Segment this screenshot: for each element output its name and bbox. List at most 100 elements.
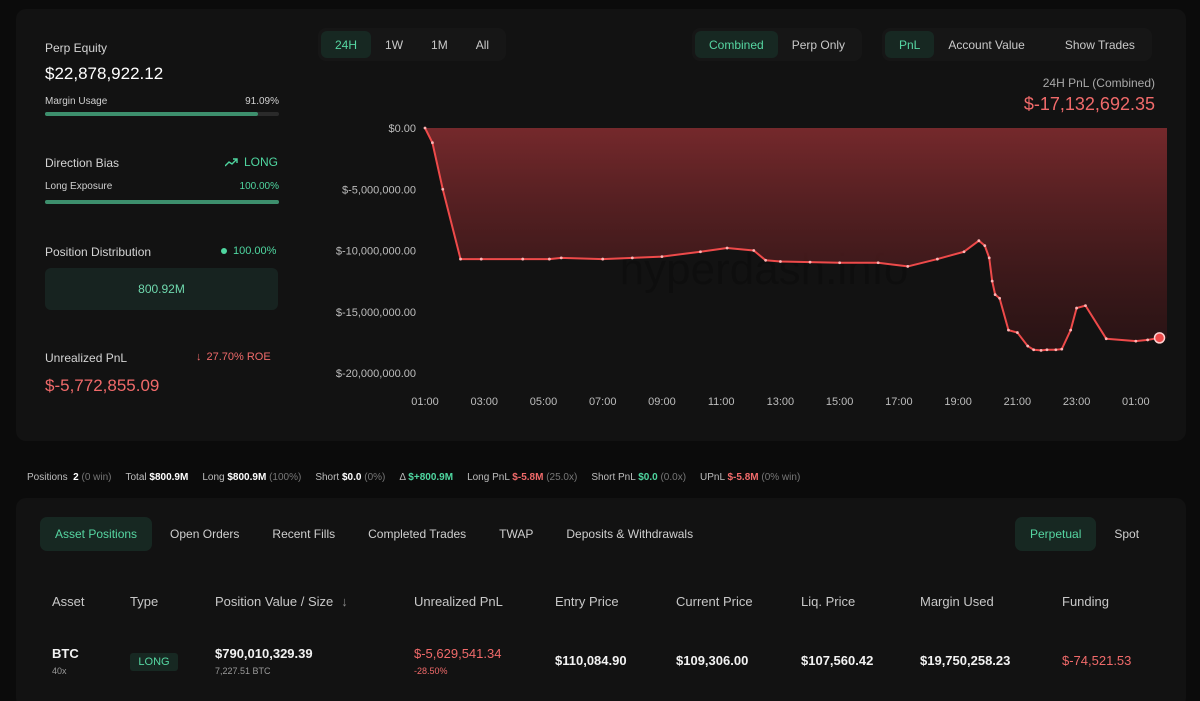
header-position-value[interactable]: Position Value / Size ↓ <box>215 594 348 609</box>
positions-tabs: Asset Positions Open Orders Recent Fills… <box>40 517 711 551</box>
position-distribution-bar[interactable]: 800.92M <box>45 268 278 310</box>
header-unrealized-pnl[interactable]: Unrealized PnL <box>414 594 503 609</box>
current-pnl-marker[interactable] <box>1153 332 1166 344</box>
combined-button[interactable]: Combined <box>695 31 778 58</box>
summary-long-pnl-label: Long PnL <box>467 472 510 483</box>
pnl-point <box>990 279 994 283</box>
y-tick-label: $-20,000,000.00 <box>336 368 416 380</box>
position-distribution-amount: 800.92M <box>138 282 185 296</box>
pnl-point <box>1039 348 1043 352</box>
range-24h-button[interactable]: 24H <box>321 31 372 58</box>
tab-deposits-withdrawals[interactable]: Deposits & Withdrawals <box>566 527 694 541</box>
market-tabs: Perpetual Spot <box>1015 517 1157 551</box>
roe-value: 27.70% ROE <box>206 351 271 363</box>
position-distribution: 100.00% <box>221 245 276 257</box>
positions-summary: Positions 2 (0 win) Total $800.9M Long $… <box>27 472 814 483</box>
summary-upnl-win: (0% win) <box>761 472 801 483</box>
summary-long-value: $800.9M <box>227 472 267 483</box>
dot-icon <box>221 248 227 254</box>
margin-usage-bar <box>45 112 279 116</box>
tab-open-orders[interactable]: Open Orders <box>170 527 240 541</box>
header-liq-price[interactable]: Liq. Price <box>801 594 856 609</box>
x-tick-label: 17:00 <box>885 396 913 408</box>
x-tick-label: 11:00 <box>708 396 735 408</box>
pnl-point <box>764 258 768 262</box>
pnl-chart: hyperdash.info $0.00$-5,000,000.00$-10,0… <box>336 123 1167 408</box>
pnl-point <box>547 257 551 261</box>
range-1w-button[interactable]: 1W <box>385 37 404 52</box>
tab-spot[interactable]: Spot <box>1114 527 1140 541</box>
y-tick-label: $0.00 <box>388 123 416 135</box>
row-leverage: 40x <box>52 666 67 676</box>
pnl-point <box>993 293 997 296</box>
metric-selector: PnL Account Value Show Trades <box>882 28 1152 61</box>
row-position-value: $790,010,329.39 <box>215 646 313 661</box>
overview-panel: Perp Equity $22,878,922.12 Margin Usage … <box>16 9 1186 441</box>
pnl-point <box>601 257 605 261</box>
pnl-point <box>987 256 991 260</box>
tab-completed-trades[interactable]: Completed Trades <box>368 527 467 541</box>
pnl-point <box>1054 348 1058 352</box>
summary-upnl-value: $-5.8M <box>727 472 759 483</box>
pnl-point <box>935 257 939 261</box>
margin-usage-label: Margin Usage <box>45 96 108 107</box>
row-margin-used: $19,750,258.23 <box>920 653 1011 668</box>
tab-asset-positions[interactable]: Asset Positions <box>40 517 153 551</box>
x-tick-label: 15:00 <box>826 396 854 408</box>
show-trades-button[interactable]: Show Trades <box>1064 37 1135 52</box>
header-entry-price[interactable]: Entry Price <box>555 594 619 609</box>
summary-positions-label: Positions <box>27 472 68 483</box>
pnl-point <box>559 256 563 260</box>
perp-equity-label: Perp Equity <box>45 41 108 55</box>
pnl-point <box>906 265 910 268</box>
pnl-button[interactable]: PnL <box>885 31 935 58</box>
tab-perpetual[interactable]: Perpetual <box>1015 517 1097 551</box>
header-margin-used[interactable]: Margin Used <box>920 594 994 609</box>
account-value-button[interactable]: Account Value <box>948 37 1025 52</box>
summary-long-pnl-x: (25.0x) <box>546 472 578 483</box>
row-unrealized-pnl: $-5,629,541.34 <box>414 646 502 661</box>
x-tick-label: 13:00 <box>767 396 795 408</box>
pnl-point <box>431 141 434 145</box>
summary-short-pnl-label: Short PnL <box>591 472 636 483</box>
sort-down-icon: ↓ <box>341 594 348 609</box>
pnl-point <box>977 239 981 243</box>
pnl-point <box>838 261 842 265</box>
header-current-price[interactable]: Current Price <box>676 594 753 609</box>
summary-long-label: Long <box>202 472 225 483</box>
summary-long-pnl: Long PnL $-5.8M (25.0x) <box>467 472 577 483</box>
x-tick-label: 01:00 <box>411 396 439 408</box>
pnl-point <box>1015 331 1019 334</box>
summary-positions: Positions 2 (0 win) <box>27 472 112 483</box>
summary-total-value: $800.9M <box>149 472 189 483</box>
x-tick-label: 19:00 <box>944 396 972 408</box>
pnl-point <box>1032 348 1036 352</box>
pnl-point <box>479 257 483 261</box>
header-asset[interactable]: Asset <box>52 594 85 609</box>
summary-long-pnl-value: $-5.8M <box>512 472 544 483</box>
row-entry-price: $110,084.90 <box>555 653 627 668</box>
pnl-point <box>1007 328 1010 332</box>
pnl-point <box>998 296 1001 300</box>
range-1m-button[interactable]: 1M <box>431 37 448 52</box>
range-selector: 24H 1W 1M All <box>318 28 507 61</box>
pnl-point <box>983 244 987 248</box>
summary-short: Short $0.0 (0%) <box>315 472 385 483</box>
pnl-point <box>1146 338 1150 342</box>
summary-long: Long $800.9M (100%) <box>202 472 301 483</box>
perp-only-button[interactable]: Perp Only <box>791 37 846 52</box>
tab-twap[interactable]: TWAP <box>499 527 534 541</box>
x-tick-label: 09:00 <box>648 396 676 408</box>
header-funding[interactable]: Funding <box>1062 594 1109 609</box>
row-position-size: 7,227.51 BTC <box>215 666 271 676</box>
tab-recent-fills[interactable]: Recent Fills <box>272 527 336 541</box>
header-type[interactable]: Type <box>130 594 159 609</box>
direction-bias-value: LONG <box>244 155 279 169</box>
range-all-button[interactable]: All <box>475 37 490 52</box>
summary-short-value: $0.0 <box>342 472 362 483</box>
row-current-price: $109,306.00 <box>676 653 749 668</box>
position-distribution-value: 100.00% <box>233 245 277 257</box>
pnl-point <box>779 260 782 263</box>
row-asset[interactable]: BTC <box>52 646 79 661</box>
pnl-point <box>459 257 462 261</box>
